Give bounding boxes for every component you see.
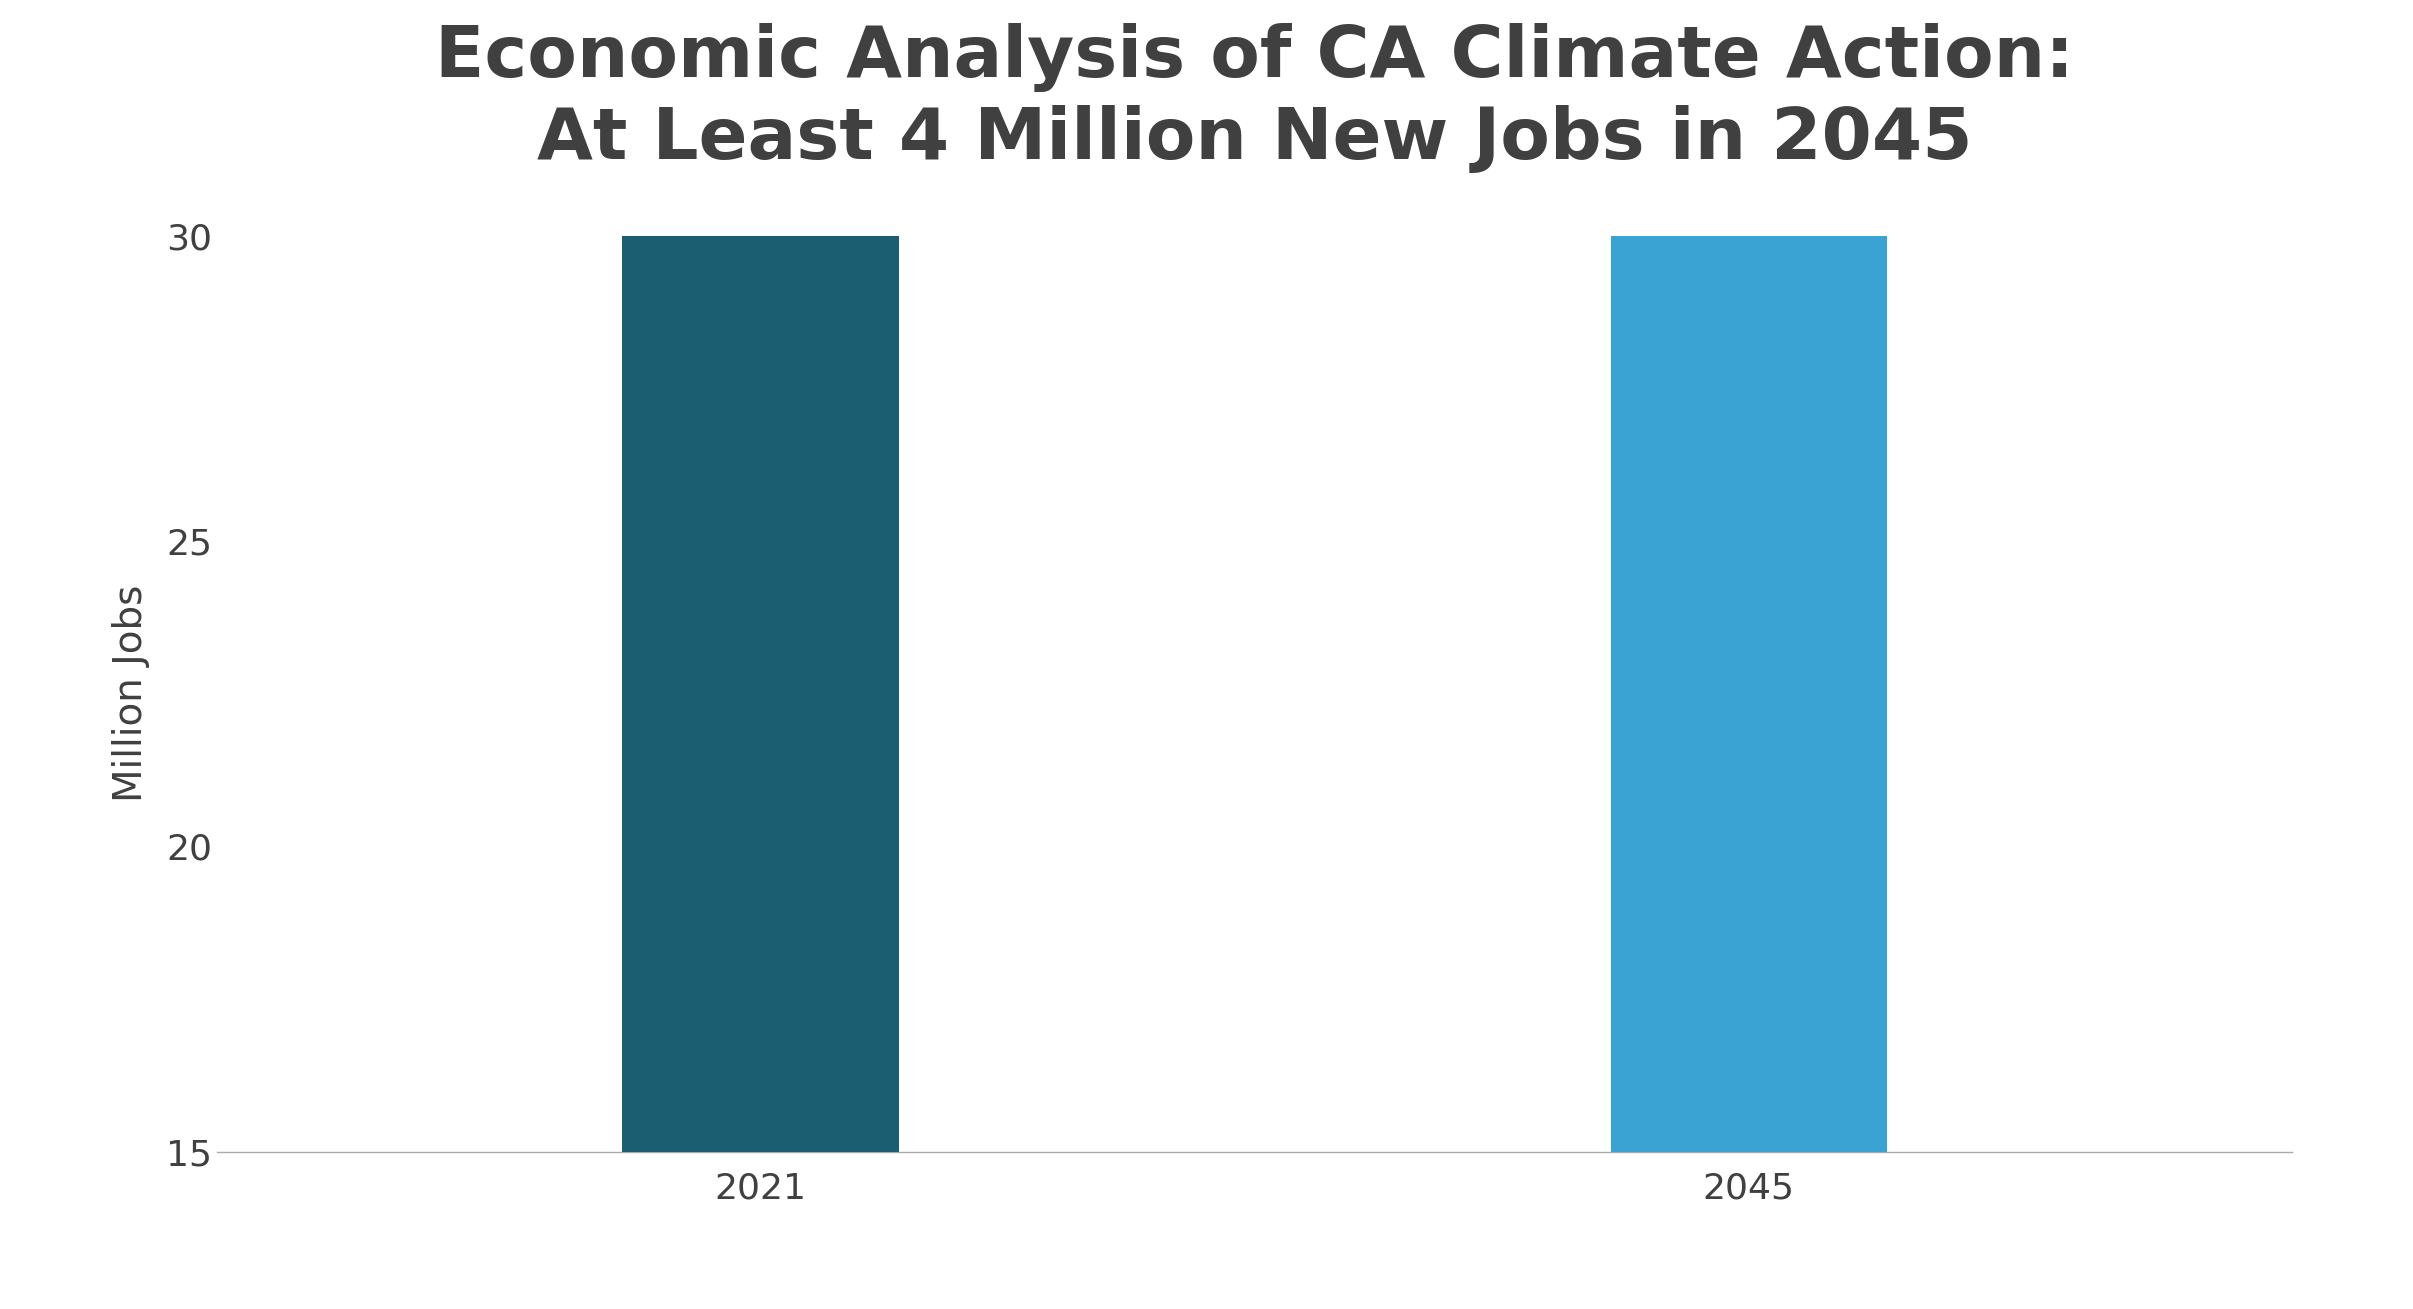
Bar <box>623 0 900 1152</box>
Y-axis label: Million Jobs: Million Jobs <box>111 585 150 802</box>
Bar <box>1609 0 1887 1152</box>
Title: Economic Analysis of CA Climate Action:
At Least 4 Million New Jobs in 2045: Economic Analysis of CA Climate Action: … <box>434 22 2075 174</box>
